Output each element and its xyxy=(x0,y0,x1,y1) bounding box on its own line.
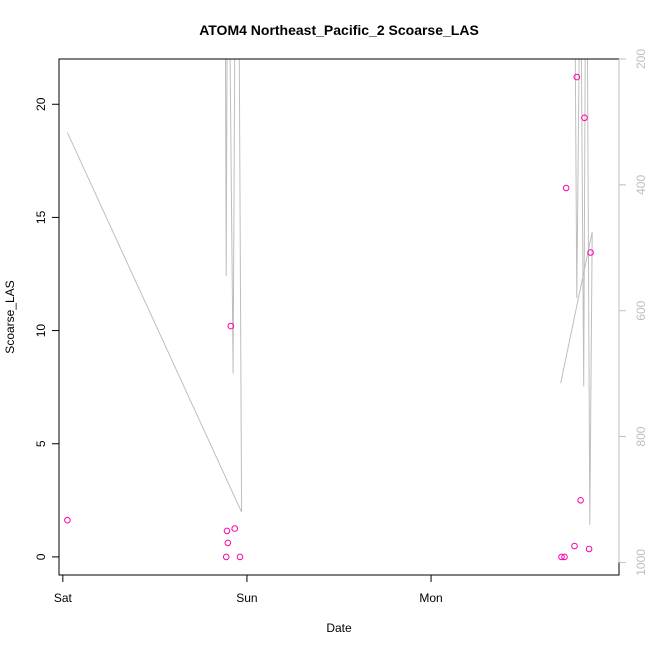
data-point xyxy=(581,114,588,122)
data-point xyxy=(577,497,584,504)
scatter-series xyxy=(64,73,594,561)
y-tick-label: 5 xyxy=(34,440,48,447)
data-point xyxy=(587,249,594,256)
data-point xyxy=(585,545,593,553)
data-point xyxy=(573,73,581,81)
data-point xyxy=(222,553,230,561)
data-point xyxy=(64,516,71,524)
right-tick-label: 400 xyxy=(634,175,648,195)
data-point xyxy=(223,527,231,535)
data-point xyxy=(231,525,238,532)
right-tick-label: 800 xyxy=(634,426,648,446)
data-point xyxy=(227,322,235,330)
plot-frame xyxy=(58,58,620,576)
y-tick-label: 20 xyxy=(34,97,48,111)
y-axis: 0 5 10 15 20 xyxy=(34,97,60,560)
x-tick-label: Mon xyxy=(419,591,442,605)
data-point xyxy=(571,542,578,550)
x-axis-label: Date xyxy=(326,621,352,635)
right-tick-label: 1000 xyxy=(634,549,648,576)
data-point xyxy=(558,553,565,561)
data-point xyxy=(562,184,570,192)
y-axis-label: Scoarse_LAS xyxy=(3,280,17,353)
y-axis-right: 200 400 600 800 1000 xyxy=(618,49,648,576)
y-tick-label: 10 xyxy=(34,324,48,338)
line-series xyxy=(66,59,593,525)
data-point xyxy=(236,553,244,561)
x-axis: Sat Sun Mon xyxy=(54,574,443,605)
series-line xyxy=(66,59,593,525)
chart-title: ATOM4 Northeast_Pacific_2 Scoarse_LAS xyxy=(199,22,479,38)
y-tick-label: 15 xyxy=(34,210,48,224)
data-point xyxy=(224,539,232,547)
x-tick-label: Sat xyxy=(54,591,73,605)
right-tick-label: 600 xyxy=(634,300,648,320)
data-point xyxy=(561,553,568,561)
right-tick-label: 200 xyxy=(634,49,648,69)
x-tick-label: Sun xyxy=(236,591,257,605)
y-tick-label: 0 xyxy=(34,553,48,560)
